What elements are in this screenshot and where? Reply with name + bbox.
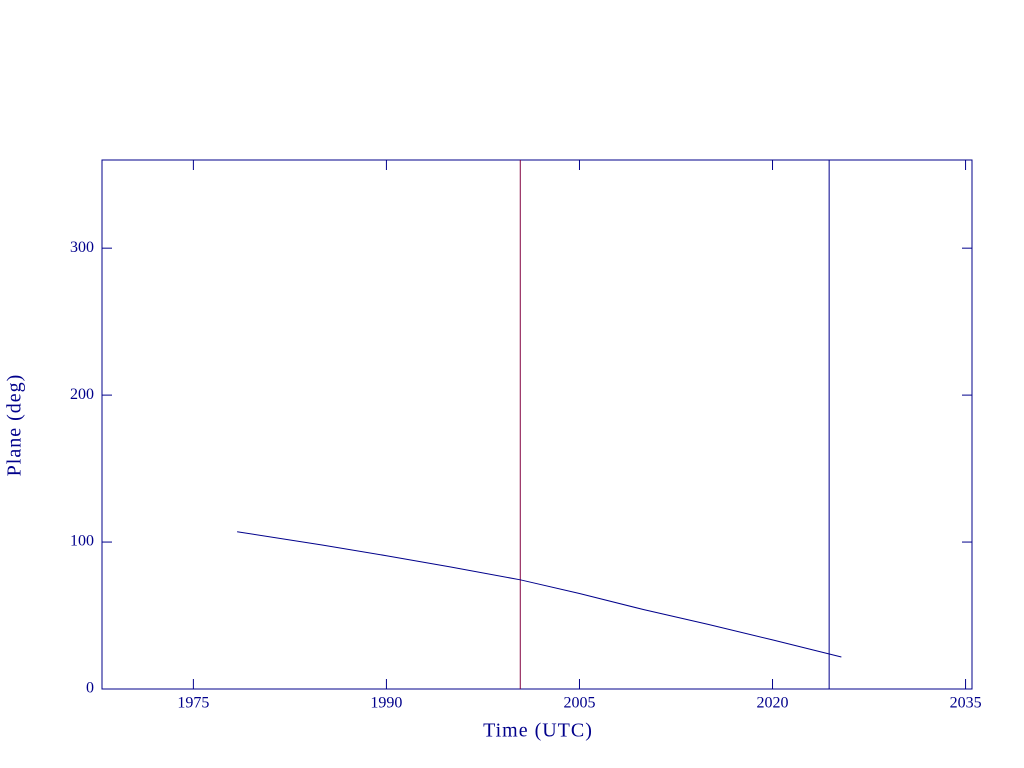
y-tick-label: 100: [70, 533, 94, 550]
x-tick-label: 2020: [757, 695, 789, 712]
x-tick-label: 1975: [177, 695, 209, 712]
plot-frame: [101, 159, 973, 690]
y-tick-label: 200: [70, 386, 94, 403]
y-tick-label: 0: [86, 680, 94, 697]
y-axis-label: Plane (deg): [4, 374, 26, 477]
y-tick-label: 300: [70, 239, 94, 256]
x-tick-label: 1990: [370, 695, 402, 712]
x-tick-label: 2035: [950, 695, 982, 712]
data-line: [237, 531, 842, 658]
x-tick-label: 2005: [563, 695, 595, 712]
x-axis-label: Time (UTC): [483, 720, 593, 742]
